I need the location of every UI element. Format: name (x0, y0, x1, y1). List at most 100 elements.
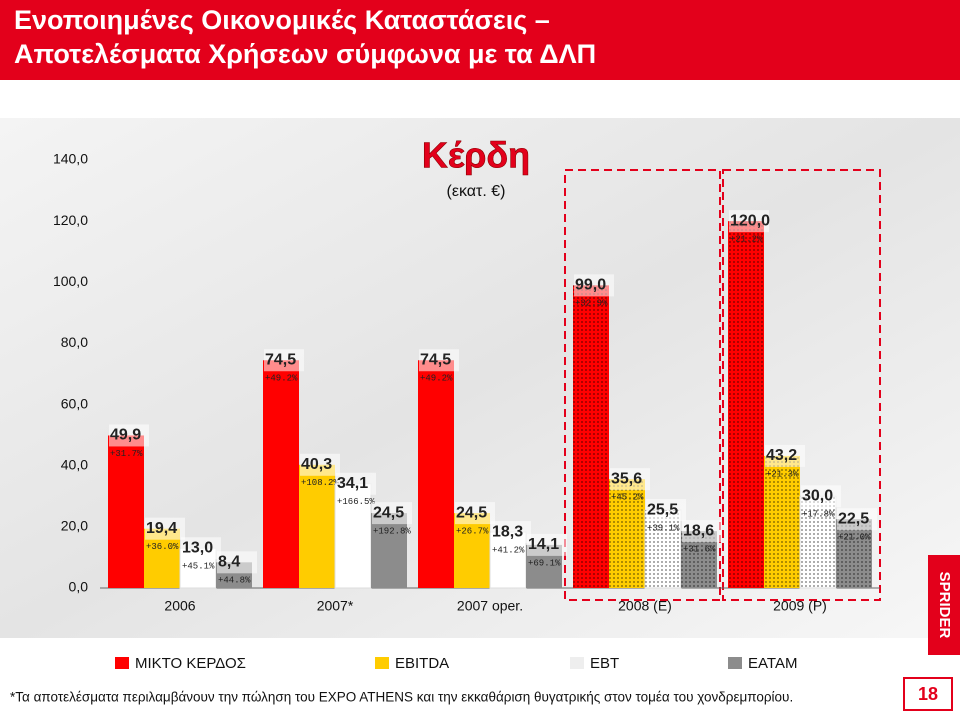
chart-title: Κέρδη (422, 135, 530, 176)
growth-label: +108.2% (301, 478, 339, 488)
growth-label: +69.1% (528, 558, 561, 568)
value-label-bg (491, 521, 531, 544)
y-tick-label: 120,0 (53, 212, 88, 228)
value-label-bg (527, 533, 567, 556)
value-label: 34,1 (337, 475, 368, 492)
legend-label: EBT (590, 655, 619, 672)
value-label: 24,5 (456, 504, 487, 521)
value-label-bg (109, 424, 149, 447)
value-label: 99,0 (575, 277, 606, 294)
value-label: 19,4 (146, 520, 177, 537)
value-label-bg (765, 444, 805, 467)
bar (418, 360, 454, 588)
bar (334, 483, 372, 589)
value-label: 18,6 (683, 522, 714, 539)
value-label-bg (264, 349, 304, 372)
growth-label: +36.0% (146, 542, 179, 552)
value-label-bg (372, 502, 412, 525)
y-tick-label: 100,0 (53, 273, 88, 289)
value-label: 35,6 (611, 470, 642, 487)
value-label: 22,5 (838, 510, 869, 527)
chart-subtitle: (εκατ. €) (447, 183, 506, 200)
bar (371, 513, 407, 588)
logo: SPRIDER (936, 572, 953, 639)
bar-pattern (728, 221, 764, 588)
value-label: 13,0 (182, 539, 213, 556)
x-tick-label: 2006 (164, 598, 195, 614)
bar (263, 360, 299, 588)
growth-label: +44.8% (218, 576, 251, 586)
footnote: *Τα αποτελέσματα περιλαμβάνουν την πώλησ… (10, 690, 793, 705)
estimate-box (564, 169, 721, 601)
legend-label: ΜΙΚΤΟ ΚΕΡΔΟΣ (135, 655, 246, 672)
header-title: Ενοποιημένες Οικονομικές Καταστάσεις – (14, 5, 550, 35)
value-label-bg (419, 349, 459, 372)
header-title: Αποτελέσματα Χρήσεων σύμφωνα με τα ΔΛΠ (14, 39, 596, 69)
value-label-bg (646, 499, 686, 522)
growth-label: +17.8% (802, 510, 835, 520)
value-label: 43,2 (766, 447, 797, 464)
growth-label: +166.5% (337, 497, 375, 507)
bar-pattern (645, 510, 681, 588)
y-tick-label: 20,0 (61, 518, 88, 534)
legend-swatch (375, 657, 389, 669)
y-tick-label: 80,0 (61, 334, 88, 350)
bar (108, 435, 144, 588)
legend-swatch (728, 657, 742, 669)
logo-tab (928, 555, 960, 655)
legend-swatch (115, 657, 129, 669)
value-label: 74,5 (420, 351, 451, 368)
value-label: 120,0 (730, 212, 770, 229)
value-label-bg (336, 472, 376, 495)
y-tick-label: 140,0 (53, 151, 88, 167)
value-label: 14,1 (528, 536, 559, 553)
y-tick-label: 40,0 (61, 456, 88, 472)
bar-pattern (573, 285, 609, 588)
value-label-bg (729, 210, 769, 233)
x-tick-label: 2007 oper. (457, 598, 523, 614)
growth-label: +49.2% (265, 374, 298, 384)
bar-pattern (836, 519, 872, 588)
value-label: 74,5 (265, 351, 296, 368)
value-label-bg (455, 502, 495, 525)
legend-label: EATAM (748, 655, 797, 672)
value-label-bg (574, 274, 614, 297)
growth-label: +21.2% (730, 235, 763, 245)
y-tick-label: 0,0 (69, 579, 89, 595)
growth-label: +26.7% (456, 526, 489, 536)
value-label-bg (610, 468, 650, 491)
value-label-bg (682, 520, 722, 543)
value-label-bg (300, 453, 340, 476)
page-number: 18 (918, 684, 938, 704)
bar-pattern (609, 479, 645, 588)
growth-label: +31.7% (110, 449, 143, 459)
value-label: 8,4 (218, 554, 240, 571)
legend-label: EBITDA (395, 655, 449, 672)
bar-pattern (800, 496, 836, 588)
value-label: 49,9 (110, 427, 141, 444)
value-label: 24,5 (373, 504, 404, 521)
growth-label: +41.2% (492, 545, 525, 555)
estimate-box (722, 169, 881, 601)
x-tick-label: 2009 (P) (773, 598, 827, 614)
header-band (0, 0, 960, 80)
value-label: 40,3 (301, 456, 332, 473)
growth-label: +32.9% (575, 299, 608, 309)
value-label-bg (837, 508, 877, 531)
x-tick-label: 2008 (E) (618, 598, 672, 614)
growth-label: +49.2% (420, 374, 453, 384)
bar (299, 464, 335, 588)
value-label-bg (801, 485, 841, 508)
value-label: 30,0 (802, 488, 833, 505)
bar-pattern (764, 455, 800, 588)
bar (454, 513, 490, 588)
y-tick-label: 60,0 (61, 395, 88, 411)
page-number-box (903, 677, 953, 711)
value-label-bg (145, 517, 185, 540)
growth-label: +39.1% (647, 523, 680, 533)
legend-swatch (570, 657, 584, 669)
growth-label: +45.2% (611, 493, 644, 503)
growth-label: +31.6% (683, 545, 716, 555)
value-label-bg (181, 537, 221, 560)
